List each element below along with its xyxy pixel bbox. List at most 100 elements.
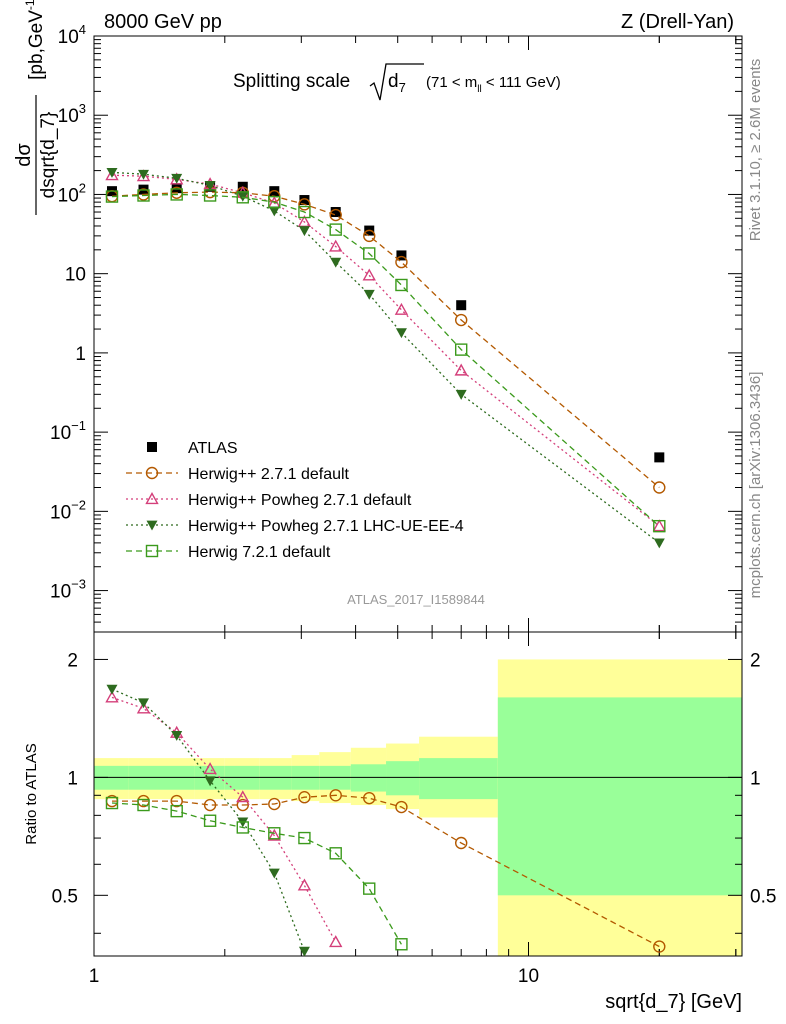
- data-point: [329, 208, 342, 222]
- ratio-data-point: [136, 701, 151, 714]
- header-energy: 8000 GeV pp: [104, 11, 222, 33]
- data-point: [455, 389, 467, 400]
- ratio-series-herwig-7-2-1-default: [105, 796, 408, 951]
- legend-entry: Herwig++ Powheg 2.7.1 LHC-UE-EE-4: [126, 518, 464, 535]
- ratio-data-point: [454, 836, 468, 850]
- data-point: [299, 195, 310, 206]
- y-axis-label-ratio: Ratio to ATLAS: [23, 743, 40, 844]
- band-green: [350, 764, 387, 792]
- ratio-panel: [93, 631, 743, 957]
- header-process: Z (Drell-Yan): [621, 11, 734, 33]
- data-point: [138, 169, 150, 180]
- data-point: [329, 223, 342, 236]
- ratio-panel-frame: [93, 631, 743, 957]
- data-point: [363, 247, 376, 260]
- y-tick-label-ratio-right: 1: [750, 768, 761, 789]
- data-point: [362, 268, 376, 281]
- data-point: [395, 278, 408, 292]
- data-point: [105, 168, 119, 181]
- data-point: [203, 189, 217, 202]
- series-line: [111, 191, 660, 488]
- legend-entry: Herwig 7.2.1 default: [126, 544, 331, 561]
- title-main: Splitting scale: [233, 71, 350, 92]
- ratio-data-point: [170, 804, 183, 818]
- ratio-data-point: [203, 814, 217, 827]
- data-point: [330, 257, 342, 268]
- data-point: [105, 190, 119, 203]
- ratio-data-point: [171, 730, 183, 741]
- ratio-data-point: [105, 796, 119, 810]
- data-point: [236, 191, 249, 204]
- ratio-data-point: [138, 698, 150, 709]
- y-tick-label-main: 10: [65, 265, 86, 286]
- band-green: [386, 761, 420, 796]
- series-herwig-7-2-1-default: [105, 188, 666, 533]
- band-green: [419, 758, 498, 800]
- data-point: [653, 481, 666, 494]
- data-point: [204, 181, 216, 191]
- x-tick-label: 1: [89, 966, 100, 987]
- data-point: [395, 328, 407, 339]
- rivet-version-label: Rivet 3.1.10, ≥ 2.6M events: [747, 59, 764, 242]
- x-tick-label: 10: [518, 966, 539, 987]
- ratio-data-point: [298, 831, 311, 845]
- y-label-units: [pb,GeV-1]: [23, 0, 47, 80]
- main-series-group: [105, 167, 666, 549]
- y-label-numerator: dσ: [13, 143, 35, 167]
- series-line: [111, 174, 660, 527]
- ratio-data-point: [395, 938, 408, 951]
- ratio-data-point: [395, 800, 408, 814]
- series-atlas: [106, 181, 665, 463]
- ratio-series-group: [105, 684, 666, 956]
- data-point: [171, 183, 182, 194]
- data-point: [394, 302, 409, 315]
- ratio-series-herwig-powheg-2-7-1-lhc-ue-ee-4: [106, 684, 310, 956]
- ratio-series-line: [112, 794, 660, 948]
- legend-label: Herwig++ Powheg 2.7.1 default: [188, 492, 412, 509]
- ratio-data-point: [298, 791, 311, 804]
- legend-label: Herwig++ Powheg 2.7.1 LHC-UE-EE-4: [188, 518, 464, 535]
- data-point: [653, 538, 665, 549]
- legend-entry: ATLAS: [147, 440, 238, 457]
- mcplots-label: mcplots.cern.ch [arXiv:1306.3436]: [747, 372, 764, 599]
- legend-marker: [145, 492, 159, 505]
- ratio-data-point: [267, 828, 281, 841]
- data-point: [298, 205, 311, 219]
- data-point: [454, 343, 468, 356]
- data-point: [136, 169, 151, 182]
- main-panel-frame: [93, 35, 743, 633]
- main-panel: [93, 35, 743, 633]
- legend-entry: Herwig++ Powheg 2.7.1 default: [126, 492, 412, 509]
- data-point: [363, 229, 376, 243]
- data-point: [454, 313, 468, 327]
- legend: ATLAS Herwig++ 2.7.1 default Herwig++ Powh…: [126, 440, 464, 561]
- ratio-series-herwig-powheg-2-7-1-default: [105, 690, 343, 948]
- data-point: [654, 452, 665, 463]
- data-point: [396, 250, 407, 261]
- data-point: [652, 519, 666, 532]
- legend-label: Herwig 7.2.1 default: [188, 544, 331, 561]
- data-point: [170, 188, 183, 201]
- ratio-data-point: [170, 794, 183, 808]
- y-tick-label-main: 1: [75, 344, 86, 365]
- y-tick-label-ratio-left: 1: [67, 768, 78, 789]
- legend-marker: [147, 442, 157, 452]
- y-tick-label-ratio-right: 2: [750, 650, 761, 671]
- ratio-series-line: [111, 688, 306, 952]
- data-point: [268, 195, 281, 209]
- data-point: [454, 363, 468, 376]
- data-point: [171, 173, 183, 184]
- data-point: [329, 239, 343, 252]
- legend-label: ATLAS: [188, 440, 238, 457]
- title-variable: d7: [388, 71, 406, 95]
- series-line: [111, 171, 660, 544]
- ratio-data-point: [203, 798, 217, 812]
- series-line: [111, 193, 660, 527]
- title-mass-window: (71 < mll < 111 GeV): [426, 74, 561, 95]
- band-green: [497, 697, 742, 896]
- ratio-data-point: [329, 935, 343, 948]
- plot-title: Splitting scale d7 (71 < mll < 111 GeV): [233, 63, 561, 101]
- data-point: [298, 198, 311, 211]
- y-tick-label-main: 102: [58, 180, 86, 206]
